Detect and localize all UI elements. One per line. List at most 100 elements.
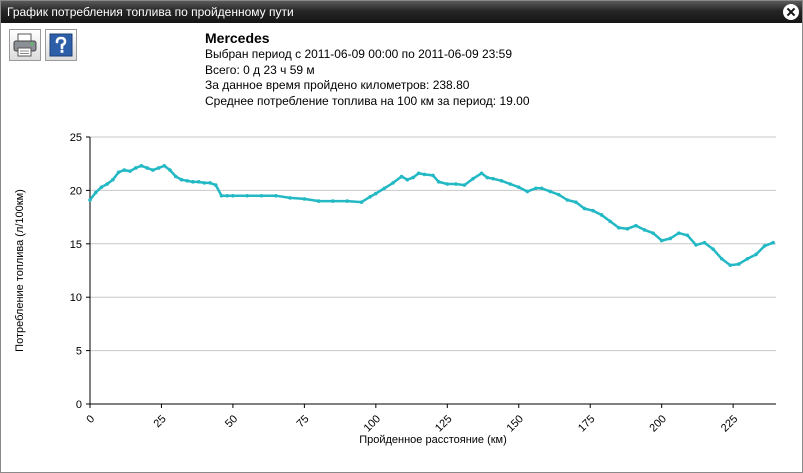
data-point-0-66 (608, 219, 613, 224)
x-tick-label-225: 225 (719, 413, 740, 434)
y-tick-label-10: 10 (70, 292, 82, 304)
y-tick-label-5: 5 (76, 346, 82, 358)
data-point-0-33 (345, 199, 350, 203)
x-tick-label-100: 100 (362, 413, 383, 434)
x-tick-label-0: 0 (84, 413, 97, 426)
data-point-0-13 (162, 164, 167, 168)
data-point-0-80 (728, 263, 733, 267)
data-point-0-41 (411, 175, 415, 180)
data-point-0-83 (754, 252, 758, 257)
data-point-0-12 (156, 166, 161, 170)
average-consumption-text: Среднее потребление топлива на 100 км за… (205, 93, 530, 108)
data-point-0-6 (122, 168, 127, 172)
data-point-0-32 (331, 199, 335, 203)
x-tick-label-200: 200 (647, 413, 668, 434)
data-point-0-71 (651, 231, 655, 235)
data-point-0-2 (99, 185, 104, 189)
data-point-0-63 (582, 206, 587, 211)
data-point-0-16 (179, 177, 184, 182)
data-point-0-20 (202, 181, 207, 185)
data-point-0-46 (445, 182, 450, 186)
chart-axes (86, 136, 776, 408)
data-point-0-65 (599, 213, 604, 217)
data-point-0-36 (374, 191, 378, 196)
data-point-0-51 (485, 175, 490, 180)
data-point-0-74 (677, 231, 681, 235)
y-axis-label: Потребление топлива (л/100км) (14, 189, 26, 352)
x-tick-label-150: 150 (505, 413, 526, 434)
data-point-0-17 (185, 178, 189, 183)
data-point-0-70 (642, 228, 647, 232)
data-point-0-9 (139, 164, 144, 168)
data-point-0-82 (745, 256, 750, 261)
data-point-0-38 (391, 181, 395, 185)
x-axis-label: Пройденное расстояние (км) (359, 434, 507, 446)
data-point-0-64 (591, 208, 595, 213)
data-point-0-34 (359, 200, 364, 204)
y-tick-label-15: 15 (70, 239, 82, 251)
data-point-0-55 (516, 185, 521, 189)
x-tick-label-175: 175 (576, 413, 597, 434)
data-point-0-28 (273, 193, 278, 198)
y-tick-label-0: 0 (76, 399, 82, 411)
data-point-0-50 (479, 171, 484, 176)
data-point-0-19 (196, 180, 201, 184)
data-point-0-31 (316, 199, 321, 203)
data-point-0-62 (574, 200, 578, 204)
data-point-0-44 (431, 173, 435, 178)
data-point-0-5 (116, 170, 121, 175)
data-point-0-21 (208, 181, 212, 185)
data-point-0-56 (525, 189, 530, 194)
data-point-0-25 (231, 193, 235, 198)
series-layer (88, 164, 775, 267)
data-point-0-48 (462, 183, 467, 187)
data-point-0-47 (454, 182, 458, 186)
data-point-0-15 (173, 174, 178, 179)
data-point-0-52 (491, 176, 495, 181)
data-point-0-59 (548, 189, 552, 194)
data-point-0-1 (93, 190, 98, 195)
data-point-0-81 (737, 262, 741, 266)
data-point-0-40 (405, 177, 410, 182)
x-tick-label-50: 50 (223, 413, 240, 430)
data-point-0-11 (151, 168, 155, 172)
data-point-0-39 (399, 174, 404, 179)
window-title: График потребления топлива по пройденном… (7, 5, 294, 19)
data-point-0-72 (659, 238, 664, 243)
data-point-0-75 (685, 233, 690, 238)
data-point-0-0 (88, 198, 92, 202)
data-point-0-77 (702, 240, 707, 245)
data-point-0-61 (565, 198, 570, 202)
x-tick-label-125: 125 (433, 413, 454, 434)
close-icon[interactable] (783, 4, 799, 20)
data-point-0-76 (694, 243, 698, 247)
data-point-0-29 (288, 196, 292, 200)
data-point-0-26 (245, 193, 250, 198)
data-point-0-27 (259, 193, 264, 198)
data-point-0-69 (634, 223, 638, 228)
data-point-0-3 (105, 182, 109, 186)
report-info: Mercedes Выбран период с 2011-06-09 00:0… (205, 30, 530, 109)
data-point-0-73 (668, 236, 673, 241)
data-point-0-30 (302, 197, 307, 201)
data-point-0-68 (625, 227, 630, 231)
data-point-0-35 (368, 195, 372, 199)
title-bar: График потребления топлива по пройденном… (1, 1, 802, 23)
data-point-0-49 (471, 176, 475, 181)
data-point-0-14 (168, 168, 172, 172)
data-point-0-10 (145, 166, 149, 170)
data-point-0-45 (436, 180, 441, 184)
data-point-0-7 (128, 169, 132, 173)
y-tick-label-20: 20 (70, 185, 82, 197)
print-button[interactable] (9, 29, 41, 61)
printer-icon (13, 33, 37, 57)
data-point-0-8 (133, 166, 138, 170)
data-point-0-22 (213, 183, 218, 187)
data-point-0-43 (422, 172, 427, 177)
data-point-0-57 (534, 186, 538, 191)
help-button[interactable] (45, 29, 77, 61)
help-question-icon (49, 33, 73, 57)
vehicle-name: Mercedes (205, 30, 270, 46)
